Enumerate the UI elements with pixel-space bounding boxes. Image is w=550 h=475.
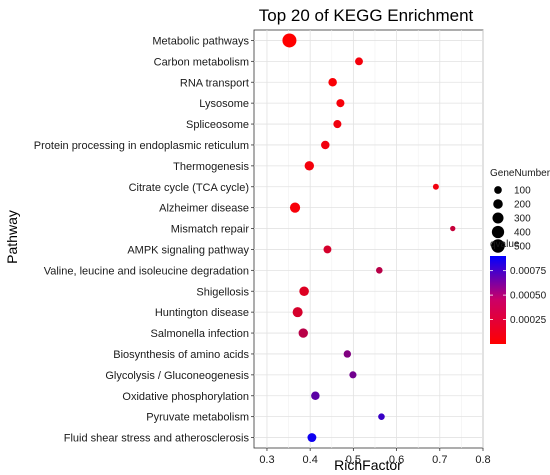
data-point <box>328 78 337 87</box>
x-tick-label: 0.8 <box>475 454 490 466</box>
y-tick-label: Protein processing in endoplasmic reticu… <box>34 140 249 152</box>
data-point <box>292 307 303 318</box>
x-axis-title: RichFactor <box>334 457 402 473</box>
gene-number-legend: GeneNumber 100 200 300 400 500 <box>490 168 550 253</box>
gene-number-legend-title: GeneNumber <box>490 168 550 179</box>
qvalue-legend: qvalue 0.00075 0.00050 0.00025 <box>490 239 547 344</box>
y-tick-label: Spliceosome <box>186 119 249 131</box>
y-tick-label: Biosynthesis of amino acids <box>113 349 249 361</box>
colorbar-label: 0.00075 <box>510 266 547 277</box>
y-tick-labels: Metabolic pathways Carbon metabolism RNA t… <box>34 35 254 445</box>
data-point <box>298 328 308 338</box>
y-tick-label: Thermogenesis <box>173 161 249 173</box>
data-point <box>311 391 320 400</box>
size-legend-label: 400 <box>514 228 531 239</box>
data-point <box>378 413 385 420</box>
data-point <box>349 371 357 379</box>
y-tick-label: Citrate cycle (TCA cycle) <box>129 182 249 194</box>
plot-background <box>253 29 484 449</box>
y-tick-label: Shigellosis <box>196 286 249 298</box>
x-tick-label: 0.3 <box>259 454 274 466</box>
data-point <box>282 33 297 48</box>
data-point <box>376 267 383 274</box>
qvalue-colorbar <box>490 256 506 344</box>
data-point <box>432 183 439 190</box>
y-tick-label: Carbon metabolism <box>154 56 249 68</box>
data-point <box>307 433 317 442</box>
size-legend-dot <box>493 199 503 209</box>
qvalue-legend-title: qvalue <box>490 239 520 250</box>
data-points <box>282 33 456 442</box>
data-point <box>343 350 352 358</box>
data-point <box>321 140 330 150</box>
size-legend-dot <box>492 212 504 224</box>
size-legend-dot <box>494 186 502 194</box>
y-tick-label: AMPK signaling pathway <box>127 244 249 256</box>
y-tick-label: Pyruvate metabolism <box>146 412 249 424</box>
y-tick-label: Fluid shear stress and atherosclerosis <box>64 433 250 445</box>
chart-title: Top 20 of KEGG Enrichment <box>259 6 474 25</box>
size-legend-dot <box>491 225 505 239</box>
y-tick-label: Huntington disease <box>155 307 249 319</box>
colorbar-label: 0.00050 <box>510 291 547 302</box>
x-tick-label: 0.7 <box>432 454 447 466</box>
data-point <box>323 245 332 254</box>
y-axis-title: Pathway <box>4 210 20 264</box>
data-point <box>289 202 301 213</box>
colorbar-label: 0.00025 <box>510 315 547 326</box>
data-point <box>304 161 315 171</box>
y-tick-label: Metabolic pathways <box>152 35 249 47</box>
grid-lines <box>253 29 484 449</box>
data-point <box>355 57 363 66</box>
data-point <box>450 225 456 232</box>
y-tick-label: Oxidative phosphorylation <box>122 391 249 403</box>
y-tick-label: Lysosome <box>199 98 249 110</box>
y-tick-label: Glycolysis / Gluconeogenesis <box>105 370 249 382</box>
data-point <box>333 120 342 129</box>
y-tick-label: RNA transport <box>180 77 249 89</box>
y-tick-label: Salmonella infection <box>151 328 249 340</box>
x-tick-label: 0.6 <box>389 454 404 466</box>
y-tick-label: Valine, leucine and isoleucine degradati… <box>44 265 249 277</box>
x-tick-label: 0.4 <box>303 454 318 466</box>
size-legend-dot <box>491 239 505 253</box>
data-point <box>336 99 345 108</box>
size-legend-label: 200 <box>514 200 531 211</box>
data-point <box>299 286 309 297</box>
size-legend-label: 100 <box>514 186 531 197</box>
x-tick-label: 0.5 <box>346 454 361 466</box>
x-tick-labels: 0.3 0.4 0.5 0.6 0.7 0.8 <box>259 448 491 466</box>
y-tick-label: Mismatch repair <box>171 224 250 236</box>
y-tick-label: Alzheimer disease <box>159 203 249 215</box>
size-legend-label: 500 <box>514 242 531 253</box>
size-legend-label: 300 <box>514 214 531 225</box>
